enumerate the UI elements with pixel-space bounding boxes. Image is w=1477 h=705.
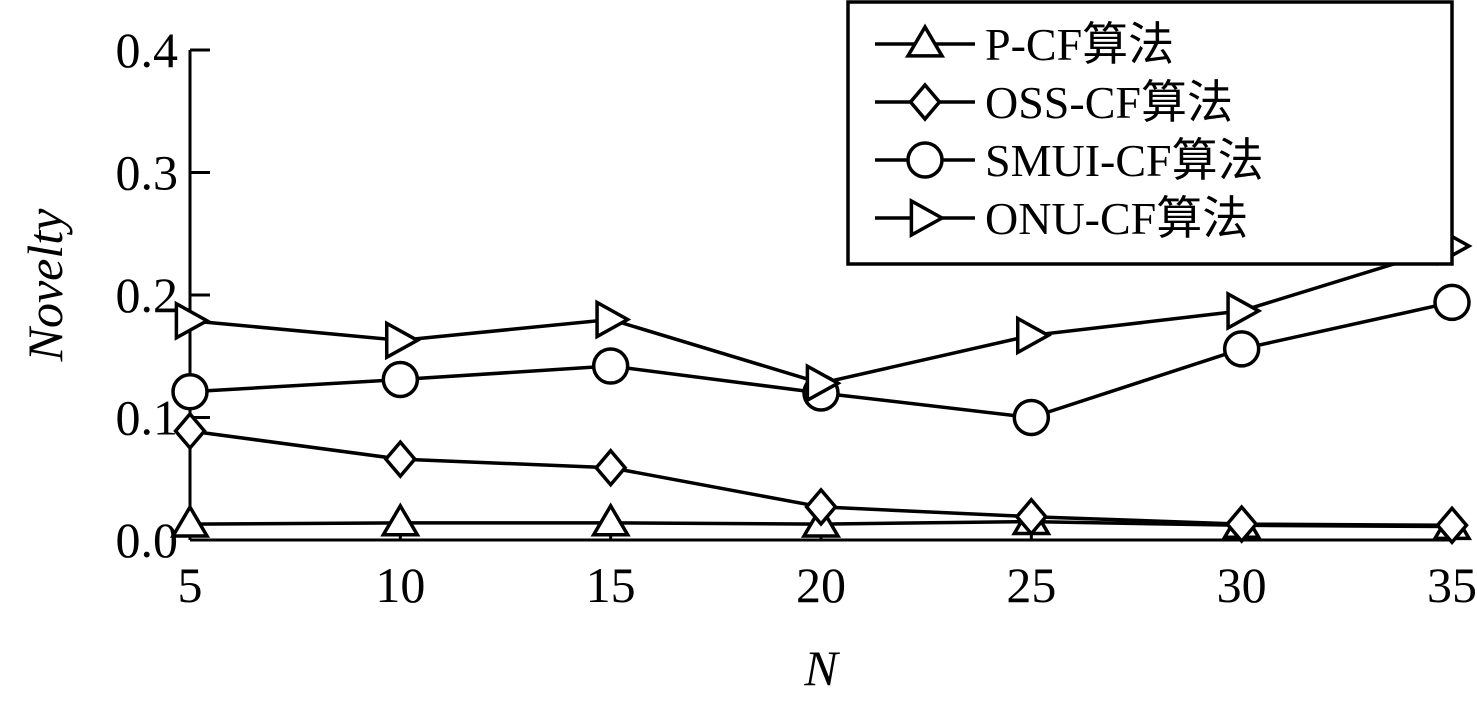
legend-entry: ONU-CF算法 <box>875 193 1248 244</box>
data-point <box>593 448 628 488</box>
data-point <box>174 300 211 341</box>
x-axis-title: N <box>803 640 840 696</box>
y-tick-label: 0.2 <box>116 267 179 323</box>
legend-marker <box>909 198 946 238</box>
data-point <box>591 347 630 385</box>
data-point <box>1435 505 1469 546</box>
data-point <box>1012 398 1051 437</box>
legend-label: P-CF算法 <box>985 19 1174 70</box>
x-tick-label: 10 <box>375 557 425 613</box>
legend-label: SMUI-CF算法 <box>985 135 1264 186</box>
series-4 <box>174 226 1473 404</box>
legend-label: ONU-CF算法 <box>985 193 1248 244</box>
data-point <box>804 487 838 527</box>
legend-marker <box>904 23 946 58</box>
data-point <box>1015 315 1052 356</box>
series-layer <box>169 226 1473 546</box>
data-point <box>384 320 421 361</box>
y-tick-label: 0.0 <box>116 512 179 568</box>
series-2 <box>173 411 1469 546</box>
series-3 <box>171 283 1471 437</box>
y-tick-label: 0.3 <box>116 145 179 201</box>
data-point <box>595 299 632 340</box>
legend-marker <box>906 141 944 179</box>
y-tick-label: 0.4 <box>116 22 179 78</box>
data-point <box>171 373 209 411</box>
data-point <box>1433 283 1471 322</box>
legend: P-CF算法 OSS-CF算法 SMUI-CF算法 ONU-CF算法 <box>846 0 1454 266</box>
legend-entry: OSS-CF算法 <box>875 77 1233 128</box>
x-tick-label: 15 <box>586 557 636 613</box>
data-point <box>1014 497 1049 537</box>
x-tick-label: 20 <box>796 557 846 613</box>
data-point <box>1224 504 1259 544</box>
data-point <box>383 439 418 479</box>
data-point <box>1222 330 1261 368</box>
legend-entry: SMUI-CF算法 <box>875 135 1264 186</box>
data-point <box>169 503 211 538</box>
x-tick-label: 5 <box>178 557 203 613</box>
legend-marker <box>908 82 942 122</box>
x-tick-label: 35 <box>1427 557 1477 613</box>
series-line <box>189 244 1453 386</box>
y-axis-title: Novelty <box>17 208 73 363</box>
data-point <box>381 360 420 399</box>
data-point <box>380 502 421 537</box>
x-tick-label: 30 <box>1217 557 1267 613</box>
y-tick-label: 0.1 <box>116 390 179 446</box>
data-point <box>590 502 631 537</box>
data-point <box>805 363 842 404</box>
x-tick-label: 25 <box>1006 557 1056 613</box>
data-point <box>173 411 207 451</box>
legend-label: OSS-CF算法 <box>985 77 1233 128</box>
data-point <box>1226 290 1263 331</box>
legend-entry: P-CF算法 <box>875 19 1174 70</box>
